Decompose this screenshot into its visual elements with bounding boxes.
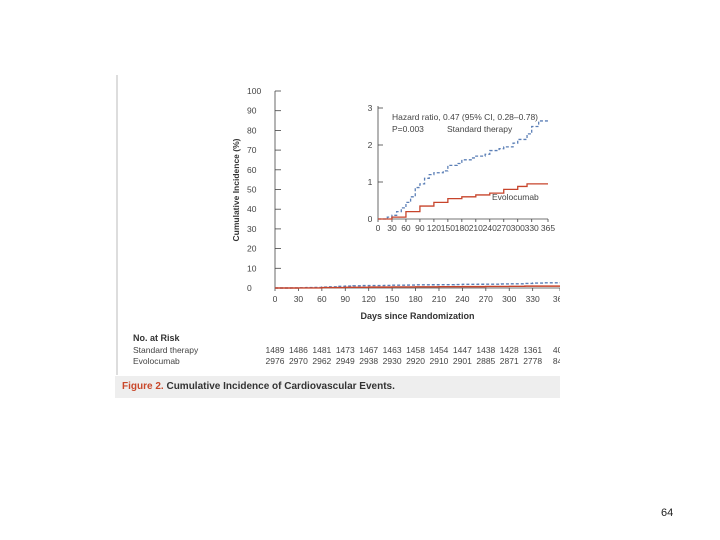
page-number: 64	[661, 507, 674, 519]
risk-value: 1454	[430, 345, 449, 355]
inset-y-tick-label: 1	[368, 177, 373, 187]
risk-value: 2962	[312, 356, 331, 366]
x-tick-label: 120	[362, 294, 376, 304]
risk-value: 1481	[312, 345, 331, 355]
risk-value: 2871	[500, 356, 519, 366]
inset-standard-therapy-line	[378, 119, 549, 220]
inset-y-tick-label: 2	[368, 140, 373, 150]
y-tick-label: 50	[247, 185, 257, 195]
risk-value: 2778	[523, 356, 542, 366]
risk-value: 1458	[406, 345, 425, 355]
risk-value: 1428	[500, 345, 519, 355]
x-tick-label: 300	[502, 294, 516, 304]
hazard-ratio-annotation: Hazard ratio, 0.47 (95% CI, 0.28–0.78)	[392, 112, 538, 122]
inset-x-tick-label: 150	[441, 223, 455, 233]
y-tick-label: 20	[247, 244, 257, 254]
y-tick-label: 10	[247, 263, 257, 273]
y-tick-label: 0	[247, 283, 252, 293]
risk-value: 407	[553, 345, 560, 355]
x-tick-label: 270	[479, 294, 493, 304]
x-tick-label: 365	[553, 294, 560, 304]
risk-value: 843	[553, 356, 560, 366]
risk-value: 2930	[383, 356, 402, 366]
x-tick-label: 150	[385, 294, 399, 304]
y-tick-label: 100	[247, 86, 261, 96]
risk-value: 1361	[523, 345, 542, 355]
inset-x-tick-label: 210	[469, 223, 483, 233]
kaplan-meier-figure: 0 10 20 30 40 50 60 70 80 90 100 0 30 60 90 120 150 180 2…	[115, 75, 560, 397]
x-tick-label: 240	[455, 294, 469, 304]
x-tick-label: 90	[341, 294, 351, 304]
risk-row-label-standard: Standard therapy	[133, 345, 199, 355]
risk-value: 2901	[453, 356, 472, 366]
risk-value: 2920	[406, 356, 425, 366]
y-tick-label: 60	[247, 165, 257, 175]
risk-value: 2885	[476, 356, 495, 366]
y-tick-label: 80	[247, 125, 257, 135]
x-axis-ticks: 0 30 60 90 120 150 180 210 240 270 300 330 365	[273, 288, 560, 304]
inset-y-tick-label: 0	[368, 214, 373, 224]
risk-value: 1438	[476, 345, 495, 355]
y-tick-label: 30	[247, 224, 257, 234]
inset-x-tick-label: 330	[525, 223, 539, 233]
inset-x-tick-label: 120	[427, 223, 441, 233]
inset-x-tick-label: 90	[415, 223, 425, 233]
inset-x-tick-label: 30	[387, 223, 397, 233]
risk-table-values: 1489 1486 1481 1473 1467 1463 1458 1454 1447 1438…	[266, 345, 560, 366]
evolocumab-line	[275, 285, 560, 289]
y-axis-ticks: 0 10 20 30 40 50 60 70 80 90 100	[247, 86, 281, 293]
inset-x-tick-label: 365	[541, 223, 555, 233]
risk-value: 2976	[266, 356, 285, 366]
inset-x-tick-label: 180	[455, 223, 469, 233]
risk-value: 2949	[336, 356, 355, 366]
inset-y-ticks: 0 1 2 3	[368, 103, 383, 224]
figure-caption: Figure 2. Cumulative Incidence of Cardio…	[122, 381, 395, 392]
x-tick-label: 330	[526, 294, 540, 304]
risk-value: 1486	[289, 345, 308, 355]
x-axis-label: Days since Randomization	[360, 311, 474, 321]
x-tick-label: 180	[408, 294, 422, 304]
figure-title: Cumulative Incidence of Cardiovascular E…	[166, 381, 395, 392]
risk-value: 1467	[359, 345, 378, 355]
caption-band	[115, 376, 560, 398]
y-tick-label: 90	[247, 106, 257, 116]
risk-value: 2938	[359, 356, 378, 366]
p-value-annotation: P=0.003	[392, 124, 424, 134]
inset-x-ticks: 0 30 60 90 120 150 180 210 240 270 300 330 365	[376, 219, 555, 233]
standard-therapy-label: Standard therapy	[447, 124, 513, 134]
risk-value: 1447	[453, 345, 472, 355]
risk-value: 1473	[336, 345, 355, 355]
x-tick-label: 210	[432, 294, 446, 304]
evolocumab-label: Evolocumab	[492, 192, 539, 202]
inset-series	[378, 119, 549, 220]
inset-x-tick-label: 300	[511, 223, 525, 233]
risk-row-label-evolocumab: Evolocumab	[133, 356, 180, 366]
inset-x-tick-label: 0	[376, 223, 381, 233]
y-tick-label: 70	[247, 145, 257, 155]
inset-evolocumab-line	[378, 183, 548, 220]
inset-x-tick-label: 270	[497, 223, 511, 233]
risk-value: 2970	[289, 356, 308, 366]
y-axis-label: Cumulative Incidence (%)	[231, 138, 241, 241]
inset-y-tick-label: 3	[368, 103, 373, 113]
inset-x-tick-label: 60	[401, 223, 411, 233]
figure-number: Figure 2.	[122, 381, 164, 392]
risk-value: 2910	[430, 356, 449, 366]
x-tick-label: 60	[317, 294, 327, 304]
x-tick-label: 30	[294, 294, 304, 304]
risk-table-heading: No. at Risk	[133, 333, 181, 343]
risk-value: 1489	[266, 345, 285, 355]
inset-axes	[377, 106, 548, 220]
y-tick-label: 40	[247, 204, 257, 214]
x-tick-label: 0	[273, 294, 278, 304]
risk-table: No. at Risk Standard therapy Evolocumab …	[133, 333, 560, 366]
risk-value: 1463	[383, 345, 402, 355]
main-series	[275, 282, 560, 289]
inset-x-tick-label: 240	[483, 223, 497, 233]
